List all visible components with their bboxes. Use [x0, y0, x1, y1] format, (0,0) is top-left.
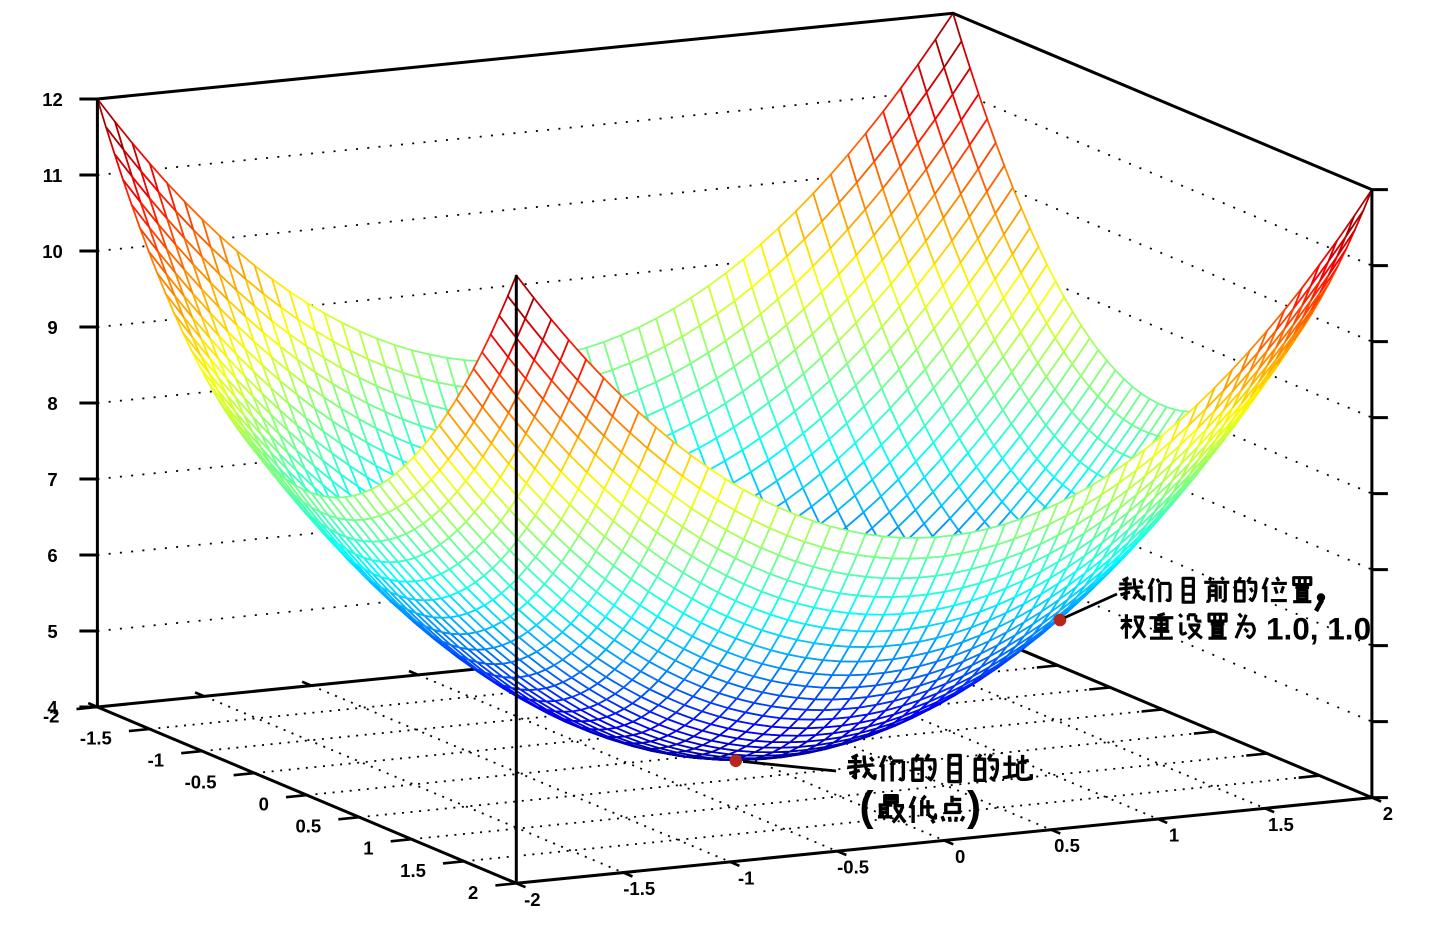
- svg-text:-1.5: -1.5: [623, 878, 655, 899]
- svg-text:-0.5: -0.5: [837, 857, 869, 878]
- svg-text:0: 0: [955, 846, 965, 867]
- svg-text:2: 2: [1383, 803, 1393, 824]
- svg-text:9: 9: [47, 317, 57, 338]
- svg-text:4: 4: [47, 697, 58, 718]
- svg-text:1: 1: [363, 838, 373, 859]
- svg-text:1.0, 1.0: 1.0, 1.0: [1266, 611, 1371, 647]
- svg-text:2: 2: [468, 882, 478, 903]
- svg-text:1.5: 1.5: [400, 860, 426, 881]
- svg-text:-1: -1: [738, 867, 754, 888]
- svg-text:12: 12: [42, 89, 63, 110]
- svg-text:0: 0: [259, 794, 269, 815]
- svg-text:-1.5: -1.5: [80, 728, 112, 749]
- svg-text:-1: -1: [148, 750, 164, 771]
- svg-text:-2: -2: [43, 706, 59, 727]
- svg-text:-0.5: -0.5: [185, 772, 217, 793]
- svg-text:6: 6: [47, 545, 57, 566]
- svg-text:8: 8: [47, 393, 57, 414]
- svg-text:11: 11: [43, 165, 63, 186]
- svg-text:1.5: 1.5: [1268, 814, 1294, 835]
- svg-text:5: 5: [47, 621, 57, 642]
- svg-text:1: 1: [1169, 825, 1179, 846]
- svg-text:(: (: [860, 783, 874, 830]
- svg-text:10: 10: [42, 241, 63, 262]
- svg-text:0.5: 0.5: [295, 816, 321, 837]
- svg-text:): ): [967, 783, 981, 830]
- svg-text:0.5: 0.5: [1054, 835, 1080, 856]
- svg-text:7: 7: [47, 469, 57, 490]
- svg-text:-2: -2: [524, 889, 540, 910]
